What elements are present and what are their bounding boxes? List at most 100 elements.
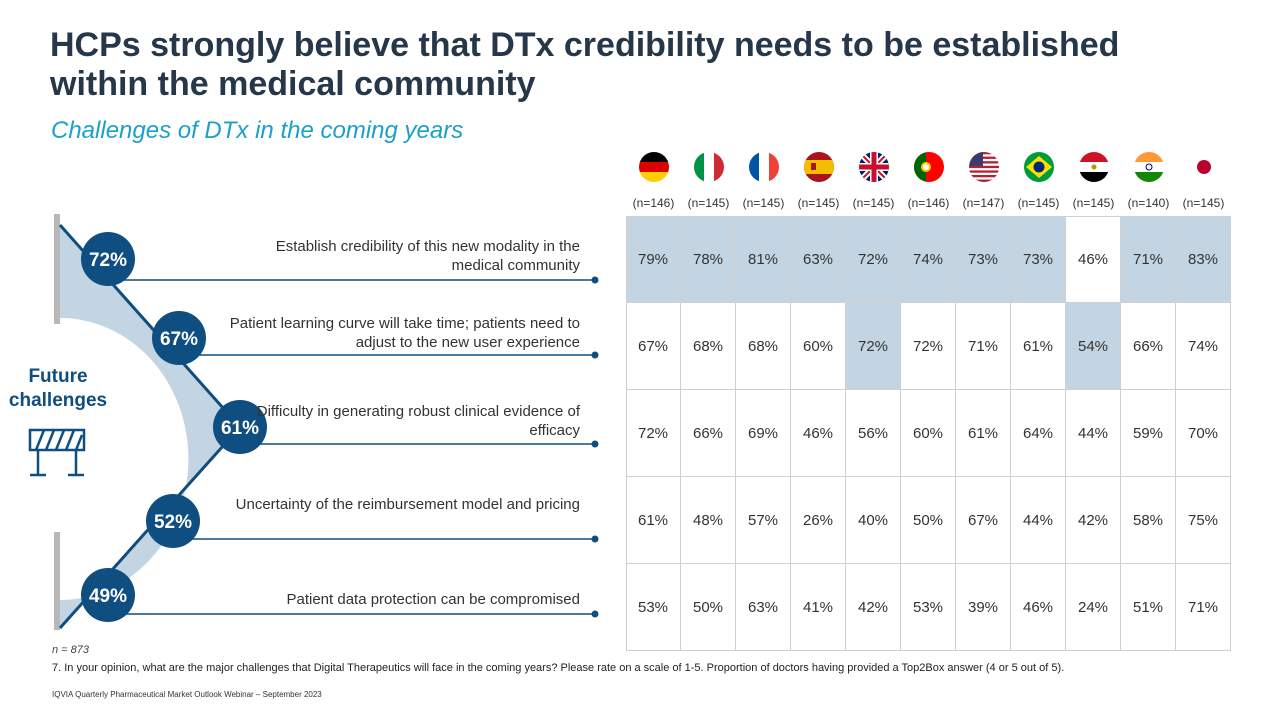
sample-size-label: (n=146) [632, 196, 675, 210]
table-cell: 64% [1011, 390, 1066, 477]
sample-size-label: (n=145) [797, 196, 840, 210]
egypt-flag [1078, 152, 1109, 182]
sample-size-label: (n=147) [962, 196, 1005, 210]
table-cell: 69% [736, 390, 791, 477]
table-cell: 39% [956, 564, 1011, 651]
germany-flag [638, 152, 669, 182]
funnel-top-bar [54, 214, 60, 324]
funnel-bottom-bar [54, 532, 60, 630]
table-cell: 61% [626, 477, 681, 564]
table-cell: 42% [846, 564, 901, 651]
percent-circle [146, 494, 200, 548]
challenge-funnel-graphic: 72% 67% 61% 52% 49% [54, 214, 599, 630]
percent-circle [213, 400, 267, 454]
sample-size-note: n = 873 [52, 644, 90, 656]
table-cell: 54% [1066, 303, 1121, 390]
table-cell: 68% [736, 303, 791, 390]
future-challenges-label: Future challenges [8, 366, 108, 411]
table-cell: 48% [681, 477, 736, 564]
sample-size-label: (n=145) [1017, 196, 1060, 210]
table-cell: 58% [1121, 477, 1176, 564]
challenge-label: Patient learning curve will take time; p… [229, 315, 580, 351]
brazil-flag [1023, 152, 1054, 182]
table-cell: 72% [846, 303, 901, 390]
sample-size-label: (n=145) [852, 196, 895, 210]
table-cell: 73% [1011, 216, 1066, 303]
table-cell: 53% [626, 564, 681, 651]
sample-size-label: (n=145) [687, 196, 730, 210]
table-cell: 59% [1121, 390, 1176, 477]
table-cell: 66% [1121, 303, 1176, 390]
percent-value: 61% [221, 418, 259, 439]
road-barrier-icon [28, 428, 86, 477]
sample-size-label: (n=145) [1182, 196, 1225, 210]
challenge-label: Patient data protection can be compromis… [286, 591, 580, 608]
table-cell: 50% [901, 477, 956, 564]
table-cell: 46% [1066, 216, 1121, 303]
connector-end-dot [591, 610, 599, 618]
percent-circle [81, 568, 135, 622]
challenge-label: Uncertainty of the reimbursement model a… [235, 496, 580, 513]
table-cell: 44% [1066, 390, 1121, 477]
sample-size-label: (n=145) [1072, 196, 1115, 210]
connector-end-dot [591, 351, 599, 359]
connector-end-dot [591, 440, 599, 448]
table-cell: 57% [736, 477, 791, 564]
question-footnote: 7. In your opinion, what are the major c… [52, 662, 1065, 674]
india-flag [1133, 152, 1164, 182]
table-cell: 70% [1176, 390, 1231, 477]
table-cell: 68% [681, 303, 736, 390]
sample-size-label: (n=146) [907, 196, 950, 210]
table-cell: 74% [901, 216, 956, 303]
italy-flag [693, 152, 724, 182]
connector-end-dot [591, 535, 599, 543]
table-cell: 73% [956, 216, 1011, 303]
connector-end-dot [591, 276, 599, 284]
table-cell: 60% [901, 390, 956, 477]
table-cell: 75% [1176, 477, 1231, 564]
table-cell: 71% [1121, 216, 1176, 303]
table-cell: 63% [736, 564, 791, 651]
table-cell: 40% [846, 477, 901, 564]
table-cell: 42% [1066, 477, 1121, 564]
table-cell: 46% [791, 390, 846, 477]
table-cell: 71% [956, 303, 1011, 390]
page-title: HCPs strongly believe that DTx credibili… [50, 26, 1120, 103]
page-subtitle: Challenges of DTx in the coming years [51, 117, 464, 144]
funnel-band [60, 225, 240, 628]
spain-flag [803, 152, 834, 182]
table-cell: 72% [901, 303, 956, 390]
table-cell: 26% [791, 477, 846, 564]
table-cell: 50% [681, 564, 736, 651]
percent-circle [152, 311, 206, 365]
table-cell: 67% [626, 303, 681, 390]
sample-size-label: (n=145) [742, 196, 785, 210]
table-cell: 66% [681, 390, 736, 477]
table-cell: 61% [1011, 303, 1066, 390]
table-cell: 61% [956, 390, 1011, 477]
table-cell: 71% [1176, 564, 1231, 651]
table-cell: 44% [1011, 477, 1066, 564]
table-cell: 51% [1121, 564, 1176, 651]
challenge-label: Establish credibility of this new modali… [275, 238, 580, 274]
portugal-flag [913, 152, 944, 182]
table-cell: 83% [1176, 216, 1231, 303]
source-note: IQVIA Quarterly Pharmaceutical Market Ou… [52, 690, 322, 699]
usa-flag [968, 152, 999, 182]
france-flag [748, 152, 779, 182]
table-cell: 41% [791, 564, 846, 651]
table-cell: 72% [846, 216, 901, 303]
table-cell: 74% [1176, 303, 1231, 390]
table-cell: 67% [956, 477, 1011, 564]
table-cell: 53% [901, 564, 956, 651]
table-cell: 46% [1011, 564, 1066, 651]
percent-value: 52% [154, 512, 192, 533]
sample-size-label: (n=140) [1127, 196, 1170, 210]
table-cell: 56% [846, 390, 901, 477]
table-cell: 63% [791, 216, 846, 303]
table-cell: 24% [1066, 564, 1121, 651]
percent-value: 72% [89, 250, 127, 271]
table-cell: 81% [736, 216, 791, 303]
challenge-label: Difficulty in generating robust clinical… [256, 403, 580, 439]
table-cell: 72% [626, 390, 681, 477]
